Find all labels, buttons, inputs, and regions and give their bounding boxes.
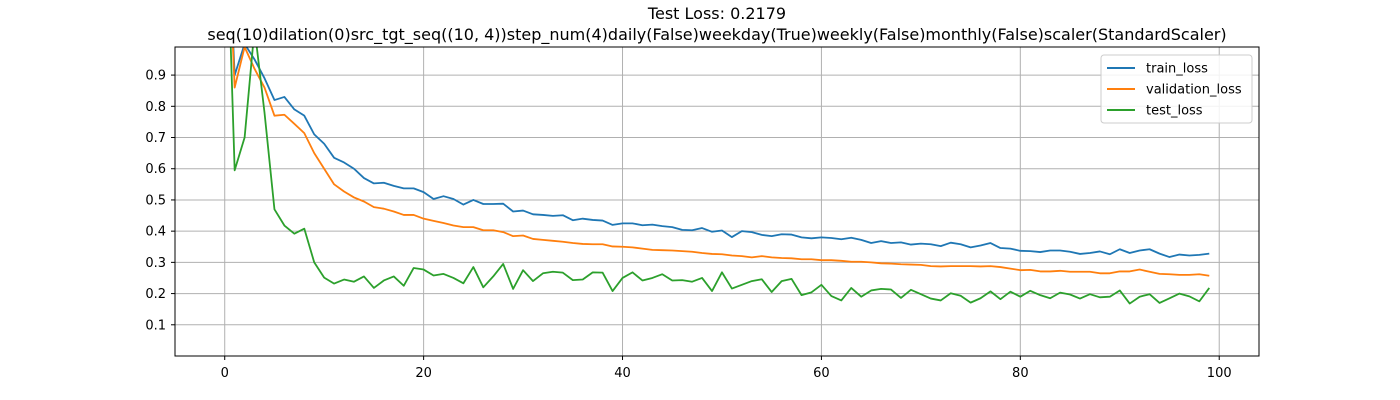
legend-label: train_loss: [1146, 62, 1208, 77]
chart-title: Test Loss: 0.2179: [647, 4, 786, 23]
x-tick-label: 80: [1012, 366, 1029, 381]
x-tick-label: 40: [614, 366, 631, 381]
y-tick-label: 0.9: [145, 69, 166, 84]
series-line-validation-loss: [232, 47, 1210, 277]
x-tick-label: 0: [221, 366, 229, 381]
x-tick-label: 60: [813, 366, 830, 381]
series-line-train-loss: [232, 47, 1210, 258]
axis-ticks: 0 20 40 60 80 100 0.1 0.2 0.3 0.4 0.5 0.6 0.7 0.8 0.9: [145, 69, 1231, 381]
y-tick-label: 0.4: [145, 225, 166, 240]
y-tick-label: 0.7: [145, 131, 166, 146]
y-tick-label: 0.8: [145, 100, 166, 115]
y-tick-label: 0.6: [145, 162, 166, 177]
x-tick-label: 20: [415, 366, 432, 381]
y-tick-label: 0.5: [145, 193, 166, 208]
grid: [175, 47, 1259, 356]
legend-label: test_loss: [1146, 104, 1203, 119]
legend: train_loss validation_loss test_loss: [1100, 54, 1253, 124]
plot-frame: [174, 46, 1260, 357]
chart-subtitle: seq(10)dilation(0)src_tgt_seq((10, 4))st…: [207, 25, 1226, 45]
x-tick-label: 100: [1207, 366, 1232, 381]
y-tick-label: 0.1: [145, 318, 166, 333]
y-tick-label: 0.3: [145, 256, 166, 271]
y-tick-label: 0.2: [145, 287, 166, 302]
series-lines: [229, 47, 1211, 305]
series-line-test-loss: [229, 47, 1211, 305]
legend-label: validation_loss: [1146, 83, 1242, 98]
legend-box: [1100, 54, 1253, 124]
